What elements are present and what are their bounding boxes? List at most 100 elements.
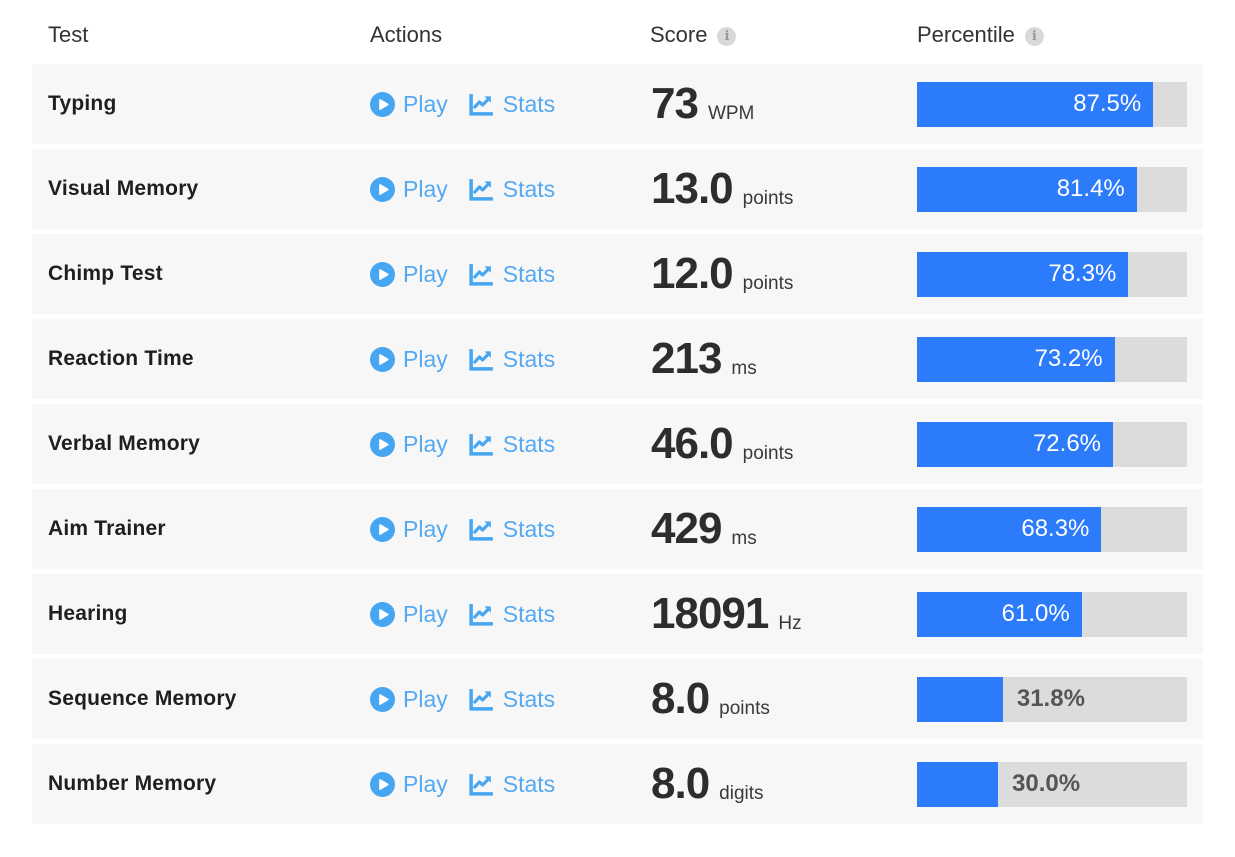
- percentile-fill: 81.4%: [917, 166, 1137, 212]
- score-cell: 12.0 points: [650, 252, 917, 296]
- stats-label: Stats: [502, 685, 556, 712]
- actions-cell: Play Stats: [370, 686, 650, 713]
- stats-label: Stats: [502, 430, 556, 457]
- score-value: 8.0: [651, 759, 710, 808]
- percentile-cell: 73.2%: [917, 336, 1203, 382]
- test-name: Sequence Memory: [48, 687, 237, 710]
- percentile-fill: [917, 676, 1003, 722]
- percentile-bar: 81.4%: [917, 166, 1187, 212]
- stats-link[interactable]: Stats: [468, 516, 555, 543]
- column-header-percentile-label: Percentile: [917, 22, 1015, 47]
- test-name: Reaction Time: [48, 347, 194, 370]
- play-link[interactable]: Play: [370, 431, 448, 458]
- percentile-fill: 78.3%: [917, 251, 1129, 297]
- percentile-cell: 78.3%: [917, 251, 1203, 297]
- actions-cell: Play Stats: [370, 516, 650, 543]
- score-value: 13.0: [651, 164, 734, 213]
- actions-cell: Play Stats: [370, 91, 650, 118]
- actions-cell: Play Stats: [370, 346, 650, 373]
- test-results-table: Test Actions Score i Percentile i Typing: [32, 0, 1203, 807]
- column-header-test: Test: [32, 22, 370, 48]
- score-value: 46.0: [651, 419, 734, 468]
- play-icon: [370, 686, 395, 712]
- actions-cell: Play Stats: [370, 261, 650, 288]
- score-cell: 8.0 digits: [650, 762, 917, 806]
- percentile-label: 81.4%: [1056, 175, 1125, 202]
- score-cell: 73 WPM: [650, 82, 917, 126]
- column-header-score-label: Score: [650, 22, 708, 47]
- score-cell: 13.0 points: [650, 167, 917, 211]
- table-row: Visual Memory Play: [32, 149, 1203, 229]
- test-name: Number Memory: [48, 772, 217, 795]
- percentile-bar: 30.0%: [917, 761, 1187, 807]
- play-link[interactable]: Play: [370, 91, 448, 118]
- score-info-icon[interactable]: i: [717, 26, 737, 46]
- percentile-fill: 72.6%: [917, 421, 1114, 467]
- percentile-cell: 31.8%: [917, 676, 1203, 722]
- play-link[interactable]: Play: [370, 686, 448, 713]
- score-unit: ms: [731, 528, 757, 549]
- percentile-label: 73.2%: [1034, 345, 1103, 372]
- test-name: Aim Trainer: [48, 517, 166, 540]
- stats-link[interactable]: Stats: [468, 261, 555, 288]
- score-cell: 46.0 points: [650, 422, 917, 466]
- table-row: Reaction Time Play: [32, 319, 1203, 399]
- score-cell: 213 ms: [650, 337, 917, 381]
- score-unit: ms: [731, 358, 757, 379]
- percentile-info-icon[interactable]: i: [1024, 26, 1044, 46]
- stats-label: Stats: [502, 345, 556, 372]
- score-cell: 429 ms: [650, 507, 917, 551]
- stats-chart-icon: [468, 687, 495, 712]
- play-link[interactable]: Play: [370, 771, 448, 798]
- stats-link[interactable]: Stats: [468, 431, 555, 458]
- percentile-bar: 73.2%: [917, 336, 1187, 382]
- play-label: Play: [403, 515, 448, 542]
- stats-link[interactable]: Stats: [468, 771, 555, 798]
- stats-link[interactable]: Stats: [468, 91, 555, 118]
- percentile-cell: 72.6%: [917, 421, 1203, 467]
- play-link[interactable]: Play: [370, 346, 448, 373]
- stats-link[interactable]: Stats: [468, 601, 555, 628]
- actions-cell: Play Stats: [370, 176, 650, 203]
- percentile-cell: 81.4%: [917, 166, 1203, 212]
- percentile-bar: 78.3%: [917, 251, 1187, 297]
- column-header-actions-label: Actions: [370, 22, 443, 47]
- score-value: 429: [651, 504, 722, 553]
- score-value: 12.0: [651, 249, 734, 298]
- stats-label: Stats: [502, 600, 556, 627]
- table-header: Test Actions Score i Percentile i: [32, 0, 1203, 64]
- play-label: Play: [403, 430, 448, 457]
- stats-link[interactable]: Stats: [468, 686, 555, 713]
- stats-label: Stats: [502, 260, 556, 287]
- stats-chart-icon: [468, 602, 495, 627]
- play-link[interactable]: Play: [370, 176, 448, 203]
- table-row: Aim Trainer Play: [32, 489, 1203, 569]
- play-icon: [370, 516, 395, 542]
- score-unit: points: [742, 188, 794, 209]
- stats-chart-icon: [468, 262, 495, 287]
- stats-chart-icon: [468, 92, 495, 117]
- play-icon: [370, 176, 395, 202]
- test-name: Typing: [48, 92, 117, 115]
- actions-cell: Play Stats: [370, 601, 650, 628]
- play-link[interactable]: Play: [370, 601, 448, 628]
- actions-cell: Play Stats: [370, 771, 650, 798]
- percentile-label: 31.8%: [1016, 685, 1085, 712]
- score-value: 8.0: [651, 674, 710, 723]
- play-icon: [370, 601, 395, 627]
- table-row: Sequence Memory Play: [32, 659, 1203, 739]
- percentile-cell: 68.3%: [917, 506, 1203, 552]
- score-value: 18091: [651, 589, 769, 638]
- test-name: Visual Memory: [48, 177, 199, 200]
- play-link[interactable]: Play: [370, 516, 448, 543]
- percentile-label: 68.3%: [1021, 515, 1090, 542]
- stats-link[interactable]: Stats: [468, 346, 555, 373]
- percentile-cell: 61.0%: [917, 591, 1203, 637]
- stats-link[interactable]: Stats: [468, 176, 555, 203]
- table-row: Verbal Memory Play: [32, 404, 1203, 484]
- percentile-label: 30.0%: [1012, 770, 1081, 797]
- table-row: Typing Play: [32, 64, 1203, 144]
- percentile-fill: 61.0%: [917, 591, 1082, 637]
- percentile-cell: 87.5%: [917, 81, 1203, 127]
- play-link[interactable]: Play: [370, 261, 448, 288]
